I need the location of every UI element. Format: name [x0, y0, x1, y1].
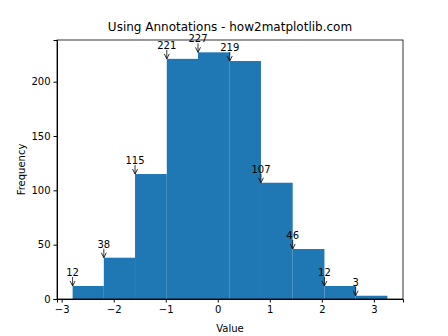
tick: 0	[44, 294, 57, 305]
tick: 0	[215, 299, 221, 315]
tick: 100	[31, 185, 57, 196]
data-label: 3	[352, 277, 358, 288]
tick-label: 150	[31, 131, 50, 142]
data-label: 219	[220, 42, 239, 53]
bar	[73, 286, 104, 299]
tick-label: 200	[31, 76, 50, 87]
annotation-arrow	[164, 50, 169, 59]
tick-label: −2	[107, 304, 122, 315]
annotation-arrow	[290, 240, 295, 249]
tick: 150	[31, 131, 57, 142]
tick-label: 3	[371, 304, 377, 315]
tick-label: 2	[319, 304, 325, 315]
x-axis: −3 −2 −1 0 1 2 3	[55, 299, 404, 315]
tick-mark	[54, 245, 58, 246]
tick-mark	[374, 299, 375, 303]
tick-mark	[54, 299, 58, 300]
annotation-arrow	[322, 277, 327, 286]
tick-mark	[218, 299, 219, 303]
annotations: 12 38 115 221 227 219 107 46 12 3	[66, 33, 359, 295]
annotation-arrow	[133, 165, 138, 174]
data-label: 12	[318, 267, 331, 278]
tick-mark	[322, 299, 323, 303]
tick: −2	[107, 299, 122, 315]
bar	[356, 296, 388, 299]
tick: 3	[371, 299, 377, 315]
tick-label: −3	[55, 304, 70, 315]
annotation-arrow	[227, 52, 232, 61]
data-label: 12	[66, 267, 79, 278]
tick: 200	[31, 76, 57, 87]
annotation-arrow	[101, 249, 106, 258]
tick: 1	[267, 299, 273, 315]
data-label: 227	[188, 33, 207, 44]
bar	[198, 52, 230, 299]
tick-label: 1	[267, 304, 273, 315]
annotation-arrow	[70, 277, 75, 286]
bars	[73, 52, 388, 299]
annotation-arrow	[196, 43, 201, 52]
bar	[104, 258, 135, 299]
data-label: 38	[97, 239, 110, 250]
tick-mark	[270, 299, 271, 303]
data-label: 46	[286, 230, 299, 241]
frame	[57, 40, 403, 299]
tick-label: −1	[159, 304, 174, 315]
annotation-arrow	[258, 174, 263, 183]
title: Using Annotations - how2matplotlib.com	[108, 20, 352, 34]
axis-line	[58, 300, 404, 303]
data-label: 107	[251, 164, 270, 175]
bar	[167, 59, 198, 299]
tick-mark	[54, 190, 58, 191]
x-axis-title: Value	[216, 323, 243, 334]
y-axis-title: Frequency	[16, 144, 27, 196]
bar	[230, 61, 261, 299]
data-label: 221	[157, 40, 176, 51]
tick: 50	[38, 239, 57, 250]
tick-mark	[62, 299, 63, 303]
annotation-arrow	[353, 287, 358, 296]
tick-label: 100	[31, 185, 50, 196]
tick-mark	[54, 136, 58, 137]
tick-mark	[166, 299, 167, 303]
tick-mark	[114, 299, 115, 303]
tick-mark	[54, 82, 58, 83]
y-axis: 0 50 100 150 200	[31, 41, 57, 305]
chart: −3−2−10123050100150200123811522122721910…	[0, 0, 448, 336]
tick: −1	[159, 299, 174, 315]
tick-label: 0	[44, 294, 50, 305]
tick-label: 0	[215, 304, 221, 315]
tick-label: 50	[38, 239, 51, 250]
bar	[324, 286, 355, 299]
bar	[135, 174, 167, 299]
tick: 2	[319, 299, 325, 315]
tick: −3	[55, 299, 70, 315]
data-label: 115	[125, 155, 144, 166]
